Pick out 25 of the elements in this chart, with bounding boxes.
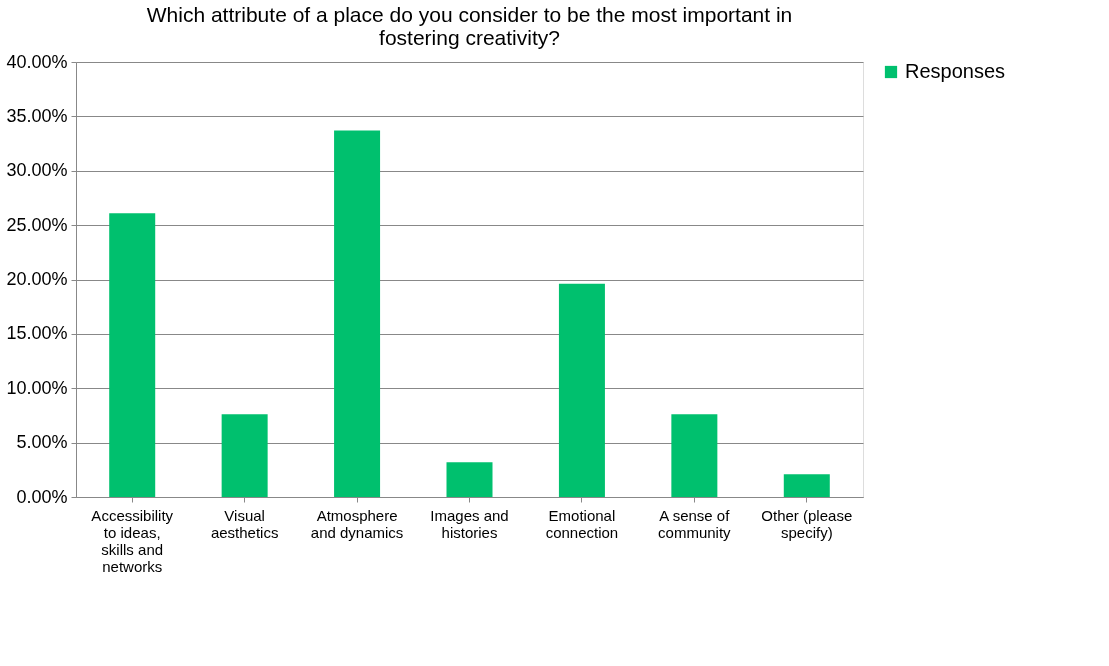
bar [783, 474, 830, 497]
bar [109, 213, 156, 497]
y-tick-label: 30.00% [6, 160, 68, 181]
bar [221, 414, 268, 497]
legend-label: Responses [905, 60, 1006, 82]
y-tick-label: 10.00% [6, 377, 68, 398]
x-tick-label: Atmosphere and dynamics [310, 506, 404, 541]
bar [558, 283, 605, 497]
bar [446, 462, 493, 497]
y-tick-label: 15.00% [6, 323, 68, 344]
x-tick-label: Accessibility to ideas, skills and networks [91, 506, 174, 575]
x-tick-label: A sense of community [658, 506, 732, 541]
x-tick-label: Visual aesthetics [210, 506, 279, 541]
bar [671, 414, 718, 497]
y-tick-label: 35.00% [6, 105, 68, 126]
y-tick-label: 5.00% [16, 432, 68, 453]
chart-title: Which attribute of a place do you consider to be the most important in fostering creativity? [146, 3, 793, 49]
x-tick-label: Other (please specify) [761, 506, 853, 541]
y-tick-label: 25.00% [6, 214, 68, 235]
y-tick-label: 0.00% [16, 486, 68, 507]
x-tick-label: Images and histories [430, 506, 509, 541]
bar [334, 130, 381, 497]
x-tick-label: Emotional connection [545, 506, 619, 541]
y-tick-label: 40.00% [6, 51, 68, 72]
y-tick-label: 20.00% [6, 269, 68, 289]
